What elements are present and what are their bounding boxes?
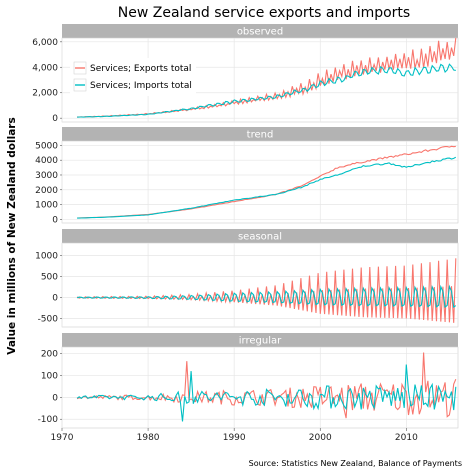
legend-label: Services; Exports total	[90, 64, 191, 74]
y-tick-label: 1000	[35, 252, 58, 262]
y-tick-label: 5000	[35, 141, 58, 151]
x-axis: 1970 1980 1990 2000 2010	[51, 428, 418, 443]
series-imports-irregular	[76, 364, 457, 422]
panel-irregular: irregular -100 0 100 200	[38, 333, 459, 429]
series-imports-trend	[77, 156, 457, 219]
x-tick-label: 1990	[223, 433, 246, 443]
y-axis-label: Value in millions of New Zealand dollars	[6, 117, 18, 354]
strip-label-seasonal: seasonal	[238, 232, 282, 243]
strip-label-trend: trend	[247, 130, 274, 141]
strip-label-irregular: irregular	[239, 336, 282, 347]
y-tick-label: 100	[41, 371, 58, 381]
series-exports-seasonal	[76, 258, 457, 323]
y-tick-label: 3000	[35, 171, 58, 181]
y-tick-label: 0	[52, 215, 58, 225]
gridlines-trend	[61, 141, 458, 223]
series-exports-irregular	[76, 352, 457, 419]
series-imports-observed	[77, 63, 456, 118]
strip-observed	[62, 24, 458, 38]
x-tick-label: 2000	[309, 433, 332, 443]
y-tick-label: 0	[52, 393, 58, 403]
source-caption: Source: Statistics New Zealand, Balance …	[249, 459, 462, 468]
strip-irregular	[62, 333, 458, 347]
x-tick-label: 2010	[395, 433, 418, 443]
y-tick-label: 6,000	[32, 38, 58, 48]
strip-label-observed: observed	[237, 27, 283, 38]
y-tick-label: 4000	[35, 156, 58, 166]
y-tick-label: -500	[38, 315, 59, 325]
x-tick-label: 1980	[137, 433, 160, 443]
strip-trend	[62, 127, 458, 141]
chart-title: New Zealand service exports and imports	[118, 5, 410, 21]
legend-bg	[70, 58, 196, 96]
y-tick-label: -100	[38, 415, 59, 425]
legend: Services; Exports total Services; Imports…	[70, 58, 196, 96]
panel-seasonal: seasonal -500 0 500 1000	[35, 229, 459, 328]
panel-bg-irregular	[61, 346, 459, 429]
y-tick-label: 0	[52, 294, 58, 304]
y-tick-label: 1000	[35, 201, 58, 211]
y-tick-label: 4,000	[32, 63, 58, 73]
strip-seasonal	[62, 229, 458, 243]
panel-bg-seasonal	[61, 242, 459, 328]
series-imports-seasonal	[76, 284, 457, 309]
y-tick-label: 200	[41, 350, 58, 360]
y-tick-label: 2,000	[32, 89, 58, 99]
panel-bg-trend	[61, 140, 459, 224]
y-tick-label: 500	[41, 273, 58, 283]
y-tick-label: 2000	[35, 186, 58, 196]
y-tick-label: 0	[52, 114, 58, 124]
panel-trend: trend 0 1000 2000 3000 4000 5000	[35, 127, 459, 225]
legend-label: Services; Imports total	[90, 81, 192, 91]
x-tick-label: 1970	[51, 433, 74, 443]
